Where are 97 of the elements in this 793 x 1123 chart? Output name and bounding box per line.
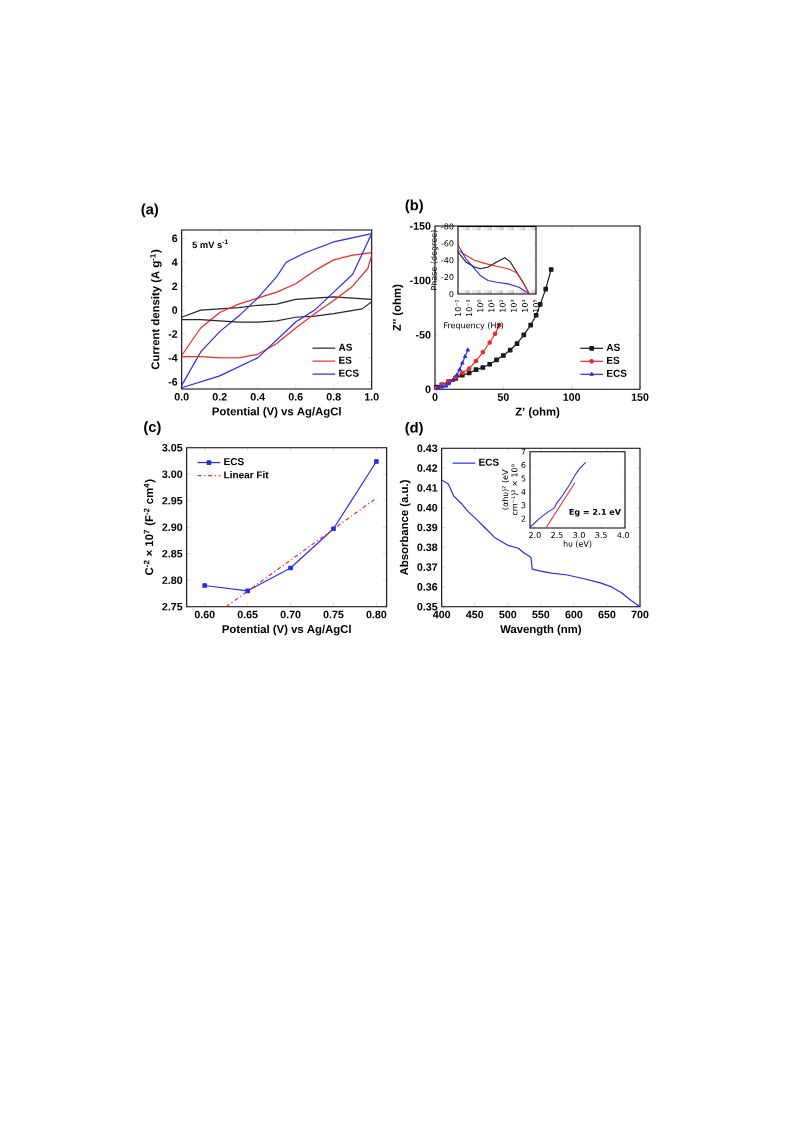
y-axis-title: (αhυ)² (eV cm⁻¹)² × 10⁹ xyxy=(501,464,519,516)
annotation: Eg = 2.1 eV xyxy=(569,508,621,517)
x-tick-label: 10⁻² xyxy=(454,299,462,317)
x-tick-label: 400 xyxy=(432,610,451,619)
y-tick-label: -100 xyxy=(410,276,431,285)
legend-label: ECS xyxy=(479,458,499,466)
x-tick-label: 700 xyxy=(631,610,649,619)
y-tick-label: 2 xyxy=(521,515,526,522)
x-tick-label: 0.75 xyxy=(323,610,344,619)
x-axis-title: Potential (V) vs Ag/AgCl xyxy=(222,624,351,636)
y-tick-label: 2.95 xyxy=(162,496,183,505)
x-tick-label: 100 xyxy=(563,393,581,401)
y-tick-label: -50 xyxy=(415,331,431,339)
y-tick-label: 0 xyxy=(425,385,431,394)
chart-title: (c) xyxy=(144,421,161,435)
x-axis-title: Wavength (nm) xyxy=(500,624,581,636)
y-tick-label: 5 xyxy=(521,475,526,482)
x-tick-label: 0.65 xyxy=(237,610,258,619)
x-tick-label: 10⁵ xyxy=(532,299,540,312)
x-tick-label: 0.2 xyxy=(212,393,227,401)
y-tick-label: 2.75 xyxy=(162,602,183,611)
y-tick-label: 2 xyxy=(172,282,178,290)
legend-label: AS xyxy=(606,343,620,351)
x-axis-title: hυ (eV) xyxy=(563,540,592,548)
legend-label: AS xyxy=(338,343,352,351)
x-tick-label: 1.0 xyxy=(364,393,379,401)
x-tick-label: 0.4 xyxy=(250,393,266,401)
x-tick-label: 0.8 xyxy=(326,393,341,401)
y-tick-label: -6 xyxy=(168,378,178,386)
x-tick-label: 3.5 xyxy=(595,532,607,539)
legend-label: ECS xyxy=(224,458,244,466)
y-tick-label: 0.43 xyxy=(417,444,438,453)
x-tick-label: 10⁰ xyxy=(477,299,484,312)
y-tick-label: 2.90 xyxy=(162,523,183,531)
x-tick-label: 150 xyxy=(631,393,649,401)
y-tick-label: -80 xyxy=(441,223,454,230)
x-tick-label: 0.60 xyxy=(194,610,215,619)
x-tick-label: 10³ xyxy=(510,299,517,312)
x-tick-label: 550 xyxy=(532,610,550,619)
y-tick-label: 6 xyxy=(172,234,178,243)
y-tick-label: 3.05 xyxy=(162,443,183,452)
y-tick-label: 6 xyxy=(521,462,526,469)
y-tick-label: 0 xyxy=(449,290,454,298)
y-tick-label: 0.38 xyxy=(417,543,438,552)
y-axis-title: Absorbance (a.u.) xyxy=(399,480,411,576)
x-tick-label: 0.70 xyxy=(280,610,301,619)
y-tick-label: 4 xyxy=(521,488,526,495)
x-tick-label: 650 xyxy=(598,610,616,619)
legend-label: ES xyxy=(607,356,620,364)
y-tick-label: 0.35 xyxy=(417,602,438,611)
y-tick-label: 0.42 xyxy=(417,464,438,472)
y-tick-label: 4 xyxy=(171,258,178,266)
x-tick-label: 450 xyxy=(466,610,484,619)
y-tick-label: 7 xyxy=(521,448,526,455)
x-axis-title: Z’ (ohm) xyxy=(515,407,560,418)
y-tick-label: -150 xyxy=(410,222,431,230)
x-tick-label: 10¹ xyxy=(488,299,495,312)
y-tick-label: 0.37 xyxy=(417,563,438,571)
annotation: 5 mV s$^{-1}$ xyxy=(192,239,228,249)
x-tick-label: 3.0 xyxy=(573,532,585,539)
x-tick-label: 10² xyxy=(499,299,506,312)
chart-title: (a) xyxy=(141,203,158,218)
y-axis-title: Phase (degree) xyxy=(430,230,439,290)
y-axis-title: Current density (A g$^{-1}$) xyxy=(150,249,162,370)
y-tick-label: -60 xyxy=(441,240,454,247)
chart-title: (d) xyxy=(405,421,423,436)
x-tick-label: 0.0 xyxy=(174,393,189,401)
legend-label: ECS xyxy=(607,369,627,377)
y-tick-label: 3 xyxy=(521,502,526,509)
y-tick-label: -20 xyxy=(441,274,454,281)
x-tick-label: 10⁻¹ xyxy=(466,299,473,317)
x-tick-label: 600 xyxy=(565,610,583,619)
x-tick-label: 0.6 xyxy=(288,393,303,401)
y-tick-label: 0.36 xyxy=(417,583,438,591)
y-tick-label: -4 xyxy=(168,354,178,362)
x-tick-label: 2.5 xyxy=(551,532,563,539)
x-tick-label: 0.80 xyxy=(366,610,387,619)
y-tick-label: -40 xyxy=(441,257,454,264)
y-tick-label: 2.80 xyxy=(162,576,183,584)
y-tick-label: 3.00 xyxy=(162,470,183,478)
x-tick-label: 10⁴ xyxy=(521,299,528,312)
legend-label: ES xyxy=(339,356,352,364)
y-tick-label: 0.39 xyxy=(417,523,438,532)
x-tick-label: 500 xyxy=(499,610,517,619)
y-tick-label: -2 xyxy=(168,330,178,338)
y-tick-label: 0.40 xyxy=(417,503,438,512)
chart-title: (b) xyxy=(405,199,423,214)
legend-label: Linear Fit xyxy=(224,471,269,479)
x-axis-title: Potential (V) vs Ag/AgCl xyxy=(212,407,341,418)
x-tick-label: 4.0 xyxy=(617,532,630,539)
text: C$^{-2}$ × 10$^{7}$ (F$^{-2}$ cm$^{4}$) xyxy=(143,479,156,575)
y-tick-label: 0.41 xyxy=(417,484,438,492)
y-tick-label: 2.85 xyxy=(162,549,183,558)
y-axis-title: Z'' (ohm) xyxy=(392,284,404,331)
legend-label: ECS xyxy=(339,369,359,377)
x-tick-label: 2.0 xyxy=(529,532,541,539)
x-tick-label: 50 xyxy=(497,393,509,401)
